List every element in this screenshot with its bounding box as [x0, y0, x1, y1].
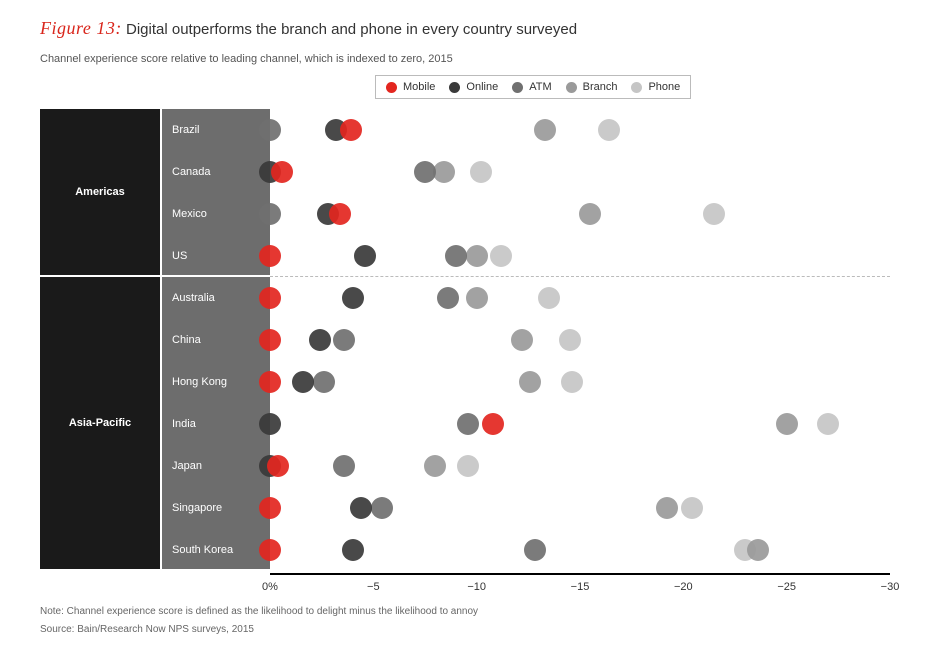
data-dot: [490, 245, 512, 267]
country-column: Brazil Canada Mexico US: [162, 109, 270, 275]
data-dot: [333, 455, 355, 477]
data-dot: [333, 329, 355, 351]
x-tick-label: −5: [367, 581, 380, 593]
country-label: South Korea: [172, 544, 233, 556]
data-dot: [703, 203, 725, 225]
figure-note: Note: Channel experience score is define…: [40, 605, 910, 619]
country-label: Australia: [172, 292, 215, 304]
chart-area: MobileOnlineATMBranchPhoneAmericasBrazil…: [40, 75, 890, 601]
data-dot: [292, 371, 314, 393]
legend-item-branch: Branch: [566, 81, 618, 93]
figure-title: Figure 13: Digital outperforms the branc…: [40, 18, 910, 39]
legend-label: Online: [466, 81, 498, 93]
data-dot: [424, 455, 446, 477]
data-dot: [466, 245, 488, 267]
legend-dot-icon: [512, 82, 523, 93]
country-label: Brazil: [172, 124, 200, 136]
data-dot: [259, 245, 281, 267]
data-dot: [445, 245, 467, 267]
data-dot: [340, 119, 362, 141]
region-block: Asia-Pacific: [40, 277, 160, 569]
data-dot: [329, 203, 351, 225]
data-dot: [271, 161, 293, 183]
country-label: Mexico: [172, 208, 207, 220]
country-label: Singapore: [172, 502, 222, 514]
data-dot: [259, 203, 281, 225]
data-dot: [259, 413, 281, 435]
figure-page: Figure 13: Digital outperforms the branc…: [0, 0, 950, 671]
data-dot: [350, 497, 372, 519]
country-label: Japan: [172, 460, 202, 472]
data-dot: [457, 413, 479, 435]
region-block: Americas: [40, 109, 160, 275]
legend-label: ATM: [529, 81, 551, 93]
x-tick-label: −30: [881, 581, 900, 593]
country-label: US: [172, 250, 187, 262]
legend-dot-icon: [386, 82, 397, 93]
legend-item-atm: ATM: [512, 81, 551, 93]
x-tick-label: 0%: [262, 581, 278, 593]
data-dot: [538, 287, 560, 309]
country-column: Australia China Hong Kong India Japan Singapo…: [162, 277, 270, 569]
x-tick-label: −20: [674, 581, 693, 593]
data-dot: [470, 161, 492, 183]
x-tick-label: −25: [777, 581, 796, 593]
legend-item-phone: Phone: [631, 81, 680, 93]
data-dot: [457, 455, 479, 477]
x-axis: [270, 573, 890, 575]
legend-dot-icon: [631, 82, 642, 93]
x-tick-label: −10: [467, 581, 486, 593]
country-label: Canada: [172, 166, 211, 178]
region-divider: [270, 276, 890, 277]
data-dot: [259, 371, 281, 393]
data-dot: [598, 119, 620, 141]
data-dot: [259, 287, 281, 309]
legend-label: Branch: [583, 81, 618, 93]
data-dot: [524, 539, 546, 561]
legend-dot-icon: [566, 82, 577, 93]
data-dot: [656, 497, 678, 519]
data-dot: [817, 413, 839, 435]
legend: Mobile Online ATM Branch Phone: [375, 75, 691, 99]
figure-title-text: Digital outperforms the branch and phone…: [126, 21, 577, 38]
data-dot: [371, 497, 393, 519]
data-dot: [437, 287, 459, 309]
data-dot: [267, 455, 289, 477]
x-tick-label: −15: [571, 581, 590, 593]
data-dot: [681, 497, 703, 519]
legend-item-online: Online: [449, 81, 498, 93]
data-dot: [511, 329, 533, 351]
legend-dot-icon: [449, 82, 460, 93]
legend-label: Mobile: [403, 81, 435, 93]
data-dot: [259, 329, 281, 351]
data-dot: [466, 287, 488, 309]
country-label: China: [172, 334, 201, 346]
data-dot: [534, 119, 556, 141]
legend-label: Phone: [648, 81, 680, 93]
data-dot: [259, 119, 281, 141]
data-dot: [482, 413, 504, 435]
figure-number: Figure 13:: [40, 18, 122, 38]
country-label: Hong Kong: [172, 376, 227, 388]
data-dot: [259, 539, 281, 561]
data-dot: [747, 539, 769, 561]
data-dot: [342, 287, 364, 309]
data-dot: [776, 413, 798, 435]
data-dot: [313, 371, 335, 393]
data-dot: [354, 245, 376, 267]
data-dot: [519, 371, 541, 393]
figure-source: Source: Bain/Research Now NPS surveys, 2…: [40, 623, 910, 637]
data-dot: [561, 371, 583, 393]
data-dot: [309, 329, 331, 351]
data-dot: [559, 329, 581, 351]
country-label: India: [172, 418, 196, 430]
data-dot: [579, 203, 601, 225]
data-dot: [342, 539, 364, 561]
figure-subtitle: Channel experience score relative to lea…: [40, 53, 910, 65]
legend-item-mobile: Mobile: [386, 81, 435, 93]
data-dot: [259, 497, 281, 519]
data-dot: [414, 161, 436, 183]
